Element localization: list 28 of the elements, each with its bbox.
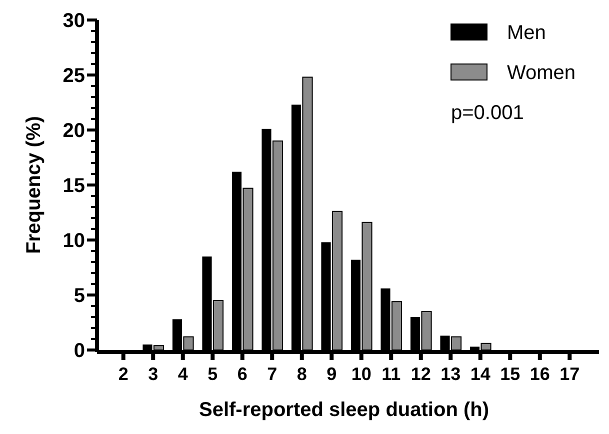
x-tick-label: 13 (440, 364, 461, 384)
x-tick-label: 5 (208, 364, 218, 384)
y-tick-label: 25 (62, 65, 85, 87)
y-tick-label: 20 (62, 120, 85, 142)
x-tick-label: 9 (326, 364, 337, 384)
x-tick-label: 3 (148, 364, 158, 384)
x-tick-label: 2 (118, 364, 128, 384)
x-tick-label: 6 (237, 364, 248, 384)
x-tick-label: 14 (470, 364, 490, 384)
y-tick-label: 30 (62, 10, 85, 32)
x-axis-title: Self-reported sleep duation (h) (198, 399, 490, 421)
legend-label: Men (507, 22, 546, 44)
legend-label: Women (507, 62, 576, 84)
x-tick-label: 11 (382, 364, 401, 384)
y-tick-label: 15 (62, 175, 85, 197)
x-tick-label: 16 (530, 364, 550, 384)
x-tick-label: 8 (296, 364, 307, 384)
x-tick-label: 17 (560, 364, 580, 384)
y-tick-label: 0 (74, 340, 85, 362)
x-tick-label: 4 (178, 364, 188, 384)
x-tick-label: 7 (267, 364, 278, 384)
y-tick-label: 5 (74, 285, 85, 307)
y-axis-title: Frequency (%) (23, 116, 45, 254)
annotation: p=0.001 (451, 102, 524, 124)
y-tick-label: 10 (62, 230, 85, 252)
x-tick-label: 15 (500, 364, 520, 384)
x-tick-label: 10 (351, 364, 372, 384)
x-tick-label: 12 (410, 364, 431, 384)
